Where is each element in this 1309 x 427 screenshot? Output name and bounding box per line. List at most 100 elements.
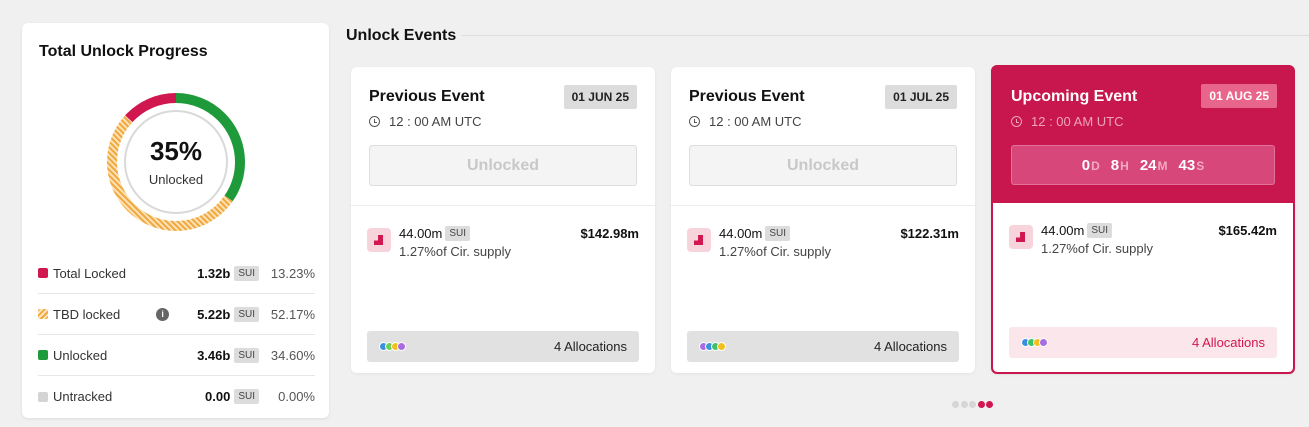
- unlock-amount: 44.00m SUI: [399, 226, 471, 241]
- event-time-text: 12 : 00 AM UTC: [389, 114, 482, 129]
- pager-dot[interactable]: [977, 401, 985, 408]
- legend-name: Unlocked: [53, 347, 108, 363]
- event-time-text: 12 : 00 AM UTC: [709, 114, 802, 129]
- unlocked-percent-label: Unlocked: [148, 171, 204, 187]
- legend-row-untracked: Untracked 0.00 SUI 0.00%: [38, 376, 315, 417]
- event-card-previous-jul[interactable]: Previous Event 01 JUL 25 12 : 00 AM UTC …: [671, 67, 975, 373]
- event-date-badge: 01 JUL 25: [885, 85, 957, 109]
- info-icon[interactable]: i: [156, 307, 170, 321]
- allocation-dot: [397, 342, 406, 351]
- allocation-dot: [1039, 338, 1048, 347]
- token-badge: SUI: [234, 306, 259, 322]
- sui-token-icon: [1009, 225, 1033, 249]
- donut-center: 35% Unlocked: [104, 90, 248, 234]
- legend-percent: 34.60%: [270, 347, 315, 363]
- legend-row-tbd-locked: TBD locked i 5.22b SUI 52.17%: [38, 294, 315, 335]
- event-card-body: 44.00m SUI 1.27%of Cir. supply $165.42m …: [993, 203, 1293, 372]
- legend-amount: 0.00: [205, 389, 231, 404]
- countdown-minutes-unit: M: [1157, 159, 1168, 173]
- token-badge: SUI: [765, 226, 791, 241]
- unlock-usd-value: $122.31m: [900, 226, 959, 241]
- pager-dot[interactable]: [960, 401, 968, 408]
- pager-dot[interactable]: [969, 401, 976, 408]
- unlock-amount: 44.00m SUI: [719, 226, 791, 241]
- legend-name: Untracked: [53, 389, 113, 404]
- legend-row-total-locked: Total Locked 1.32b SUI 13.23%: [38, 253, 315, 294]
- untracked-swatch: [38, 391, 48, 402]
- total-locked-swatch: [38, 268, 48, 278]
- unlocked-swatch: [38, 350, 48, 360]
- event-time: 12 : 00 AM UTC: [689, 114, 801, 129]
- legend-name: TBD locked i: [53, 307, 197, 322]
- event-time: 12 : 00 AM UTC: [1011, 114, 1123, 129]
- unlock-legend: Total Locked 1.32b SUI 13.23% TBD locked…: [38, 253, 315, 417]
- token-badge: SUI: [234, 389, 259, 404]
- sui-token-icon: [687, 228, 711, 252]
- allocation-dot: [717, 342, 726, 351]
- donut-inner-ring: [124, 110, 228, 214]
- event-title: Previous Event: [369, 88, 485, 105]
- allocation-color-dots: [1021, 338, 1048, 347]
- carousel-pager: [952, 401, 995, 408]
- event-date-badge: 01 AUG 25: [1201, 84, 1277, 108]
- allocations-label: 4 Allocations: [1192, 335, 1265, 350]
- legend-amount: 5.22b: [197, 306, 231, 322]
- unlock-donut-chart: 35% Unlocked: [104, 90, 248, 234]
- allocations-label: 4 Allocations: [874, 339, 947, 354]
- token-badge: SUI: [445, 226, 471, 241]
- legend-amount: 3.46b: [197, 347, 231, 363]
- legend-percent: 13.23%: [270, 265, 315, 281]
- token-badge: SUI: [234, 347, 259, 363]
- section-divider: [462, 35, 1309, 36]
- allocation-color-dots: [379, 342, 406, 351]
- legend-amount: 1.32b: [197, 265, 231, 281]
- countdown-days-unit: D: [1091, 159, 1100, 173]
- unlock-amount: 44.00m SUI: [1041, 223, 1113, 238]
- countdown-hours-unit: H: [1120, 159, 1129, 173]
- event-card-header: Previous Event 01 JUL 25 12 : 00 AM UTC …: [671, 67, 975, 205]
- clock-icon: [689, 116, 700, 127]
- donut-svg: [107, 93, 245, 231]
- allocation-color-dots: [699, 342, 726, 351]
- event-title: Previous Event: [689, 88, 805, 105]
- donut-segment-tbd: [107, 93, 245, 231]
- unlock-usd-value: $142.98m: [580, 226, 639, 241]
- unlock-amount-value: 44.00m: [719, 226, 763, 241]
- unlock-amount-value: 44.00m: [399, 226, 443, 241]
- donut-segment-unlocked: [107, 93, 245, 231]
- supply-percent: 1.27%of Cir. supply: [1041, 241, 1154, 256]
- event-title: Upcoming Event: [1011, 88, 1138, 105]
- clock-icon: [1011, 116, 1022, 127]
- pager-dot[interactable]: [952, 401, 959, 408]
- pager-dot[interactable]: [986, 401, 993, 408]
- event-card-previous-jun[interactable]: Previous Event 01 JUN 25 12 : 00 AM UTC …: [351, 67, 655, 373]
- token-badge: SUI: [1087, 223, 1113, 238]
- unlock-progress-title: Total Unlock Progress: [39, 43, 208, 60]
- event-time-text: 12 : 00 AM UTC: [1031, 114, 1124, 129]
- countdown-hours: 8: [1110, 157, 1120, 174]
- unlock-usd-value: $165.42m: [1218, 223, 1277, 238]
- event-card-header: Upcoming Event 01 AUG 25 12 : 00 AM UTC …: [993, 67, 1293, 205]
- legend-name-text: TBD locked: [53, 306, 121, 322]
- event-date-badge: 01 JUN 25: [563, 85, 637, 109]
- supply-percent: 1.27%of Cir. supply: [719, 244, 832, 259]
- countdown-minutes: 24: [1139, 157, 1157, 174]
- countdown-seconds: 43: [1178, 157, 1196, 174]
- unlock-events-title: Unlock Events: [346, 27, 457, 44]
- legend-percent: 52.17%: [270, 306, 315, 322]
- allocations-button[interactable]: 4 Allocations: [367, 331, 639, 362]
- unlocked-status-button: Unlocked: [689, 145, 957, 186]
- countdown-seconds-unit: S: [1196, 159, 1205, 173]
- event-card-body: 44.00m SUI 1.27%of Cir. supply $142.98m …: [351, 205, 655, 373]
- token-badge: SUI: [234, 265, 259, 281]
- clock-icon: [369, 116, 380, 127]
- countdown-days: 0: [1081, 157, 1091, 174]
- tbd-locked-swatch: [38, 309, 48, 319]
- event-card-upcoming-aug[interactable]: Upcoming Event 01 AUG 25 12 : 00 AM UTC …: [991, 65, 1295, 374]
- legend-name: Total Locked: [53, 265, 126, 281]
- event-card-body: 44.00m SUI 1.27%of Cir. supply $122.31m …: [671, 205, 975, 373]
- allocations-button[interactable]: 4 Allocations: [687, 331, 959, 362]
- supply-percent: 1.27%of Cir. supply: [399, 244, 512, 259]
- allocations-button[interactable]: 4 Allocations: [1009, 327, 1277, 358]
- unlocked-percent: 35%: [149, 135, 203, 166]
